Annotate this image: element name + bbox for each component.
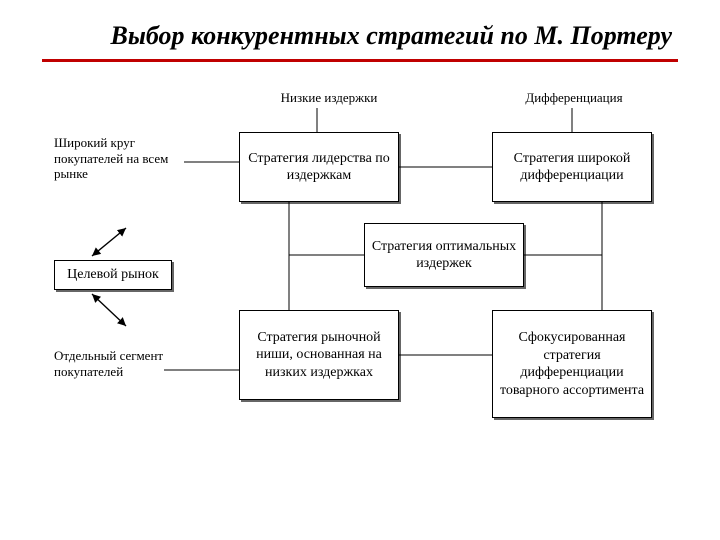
porter-diagram: Низкие издержки Дифференциация Широкий к… xyxy=(54,90,680,480)
label-low-cost: Низкие издержки xyxy=(249,90,409,106)
box-niche-cost: Стратегия рыночной ниши, основанная на н… xyxy=(239,310,399,400)
label-differentiation: Дифференциация xyxy=(494,90,654,106)
title-underline-wrap xyxy=(0,59,720,62)
box-target-market: Целевой рынок xyxy=(54,260,172,290)
page-title: Выбор конкурентных стратегий по М. Порте… xyxy=(0,0,720,59)
title-underline xyxy=(42,59,678,62)
box-optimal-cost: Стратегия оптимальных издержек xyxy=(364,223,524,287)
box-cost-leadership: Стратегия лидерства по издержкам xyxy=(239,132,399,202)
box-niche-differentiation: Сфокусированная стратегия дифференциации… xyxy=(492,310,652,418)
label-segment: Отдельный сегмент покупателей xyxy=(54,348,164,379)
label-wide-market: Широкий круг покупателей на всем рынке xyxy=(54,135,184,182)
box-broad-differentiation: Стратегия широкой дифференциации xyxy=(492,132,652,202)
